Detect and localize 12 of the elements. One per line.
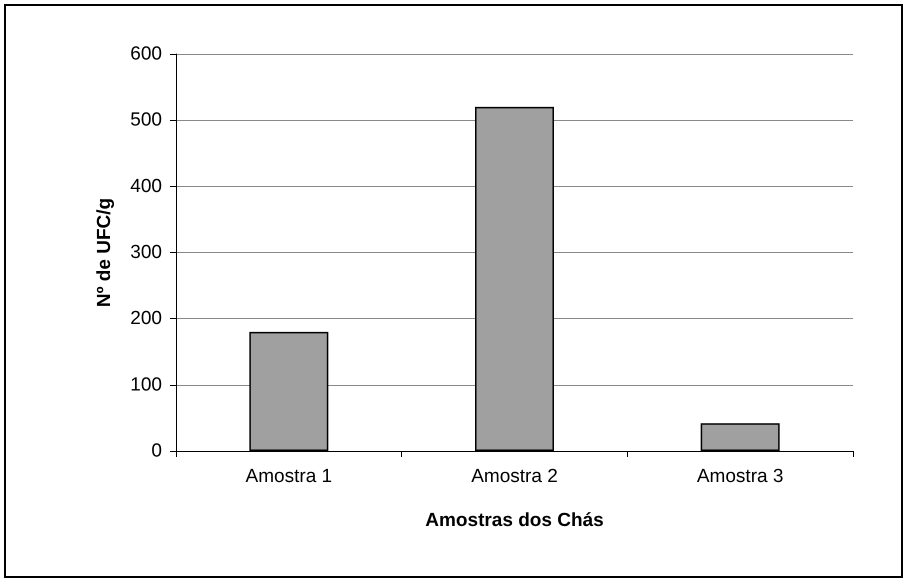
x-tick-label: Amostra 3 bbox=[696, 466, 784, 487]
x-tick-label: Amostra 2 bbox=[471, 466, 558, 487]
y-axis-title: Nº de UFC/g bbox=[94, 198, 115, 308]
x-axis-title: Amostras dos Chás bbox=[425, 510, 604, 531]
y-tick-label: 400 bbox=[130, 176, 162, 197]
y-tick-label: 0 bbox=[151, 440, 162, 462]
y-tick-label: 100 bbox=[130, 374, 162, 396]
y-tick-label: 300 bbox=[130, 242, 162, 263]
y-tick-label: 500 bbox=[130, 110, 162, 131]
y-tick-label: 200 bbox=[130, 308, 162, 330]
x-tick-label: Amostra 1 bbox=[246, 466, 332, 487]
y-tick-label: 600 bbox=[130, 44, 162, 64]
